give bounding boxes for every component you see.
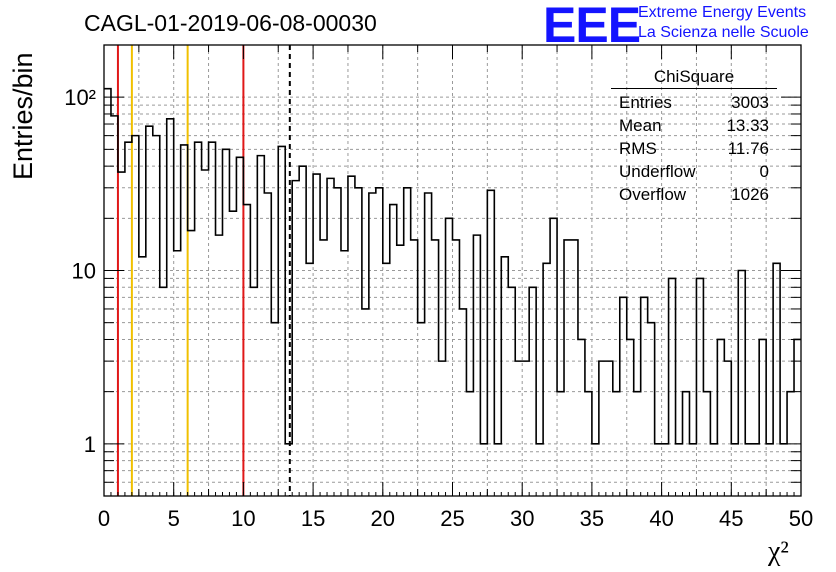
reference-lines <box>116 45 291 496</box>
x-tick-label: 50 <box>789 506 813 531</box>
axis-ticks <box>103 44 802 497</box>
x-tick-label: 35 <box>580 506 604 531</box>
x-tick-label: 20 <box>371 506 395 531</box>
y-axis-label: Entries/bin <box>8 52 38 180</box>
y-tick-label: 10² <box>64 85 96 110</box>
stats-row-underflow: Underflow 0 <box>619 162 769 181</box>
x-tick-label: 15 <box>301 506 325 531</box>
x-tick-label: 25 <box>440 506 464 531</box>
histogram-outline <box>104 87 801 445</box>
x-tick-label: 45 <box>719 506 743 531</box>
stats-row-entries: Entries 3003 <box>619 93 769 112</box>
eee-logo: EEE <box>543 0 641 53</box>
y-tick-label: 10 <box>72 259 96 284</box>
x-tick-labels: 0 5 10 15 20 25 30 35 40 45 50 <box>98 506 813 531</box>
logo-line-1: Extreme Energy Events <box>638 4 807 21</box>
chart-title: CAGL-01-2019-06-08-00030 <box>84 10 377 36</box>
y-tick-labels: 1 10 10² <box>64 85 96 457</box>
stats-box: ChiSquare Entries 3003 Mean 13.33 RMS 11.76… <box>611 67 777 206</box>
x-tick-label: 0 <box>98 506 110 531</box>
stats-row-rms: RMS 11.76 <box>619 139 769 158</box>
stats-row-overflow: Overflow 1026 <box>619 185 769 204</box>
x-axis-label: χ² <box>768 536 789 567</box>
x-tick-label: 10 <box>231 506 255 531</box>
x-tick-label: 30 <box>510 506 534 531</box>
x-tick-label: 5 <box>168 506 180 531</box>
y-tick-label: 1 <box>84 432 96 457</box>
logo-line-2: La Scienza nelle Scuole <box>638 24 809 41</box>
stats-row-mean: Mean 13.33 <box>619 116 769 135</box>
stats-box-title: ChiSquare <box>611 67 777 89</box>
x-tick-label: 40 <box>649 506 673 531</box>
